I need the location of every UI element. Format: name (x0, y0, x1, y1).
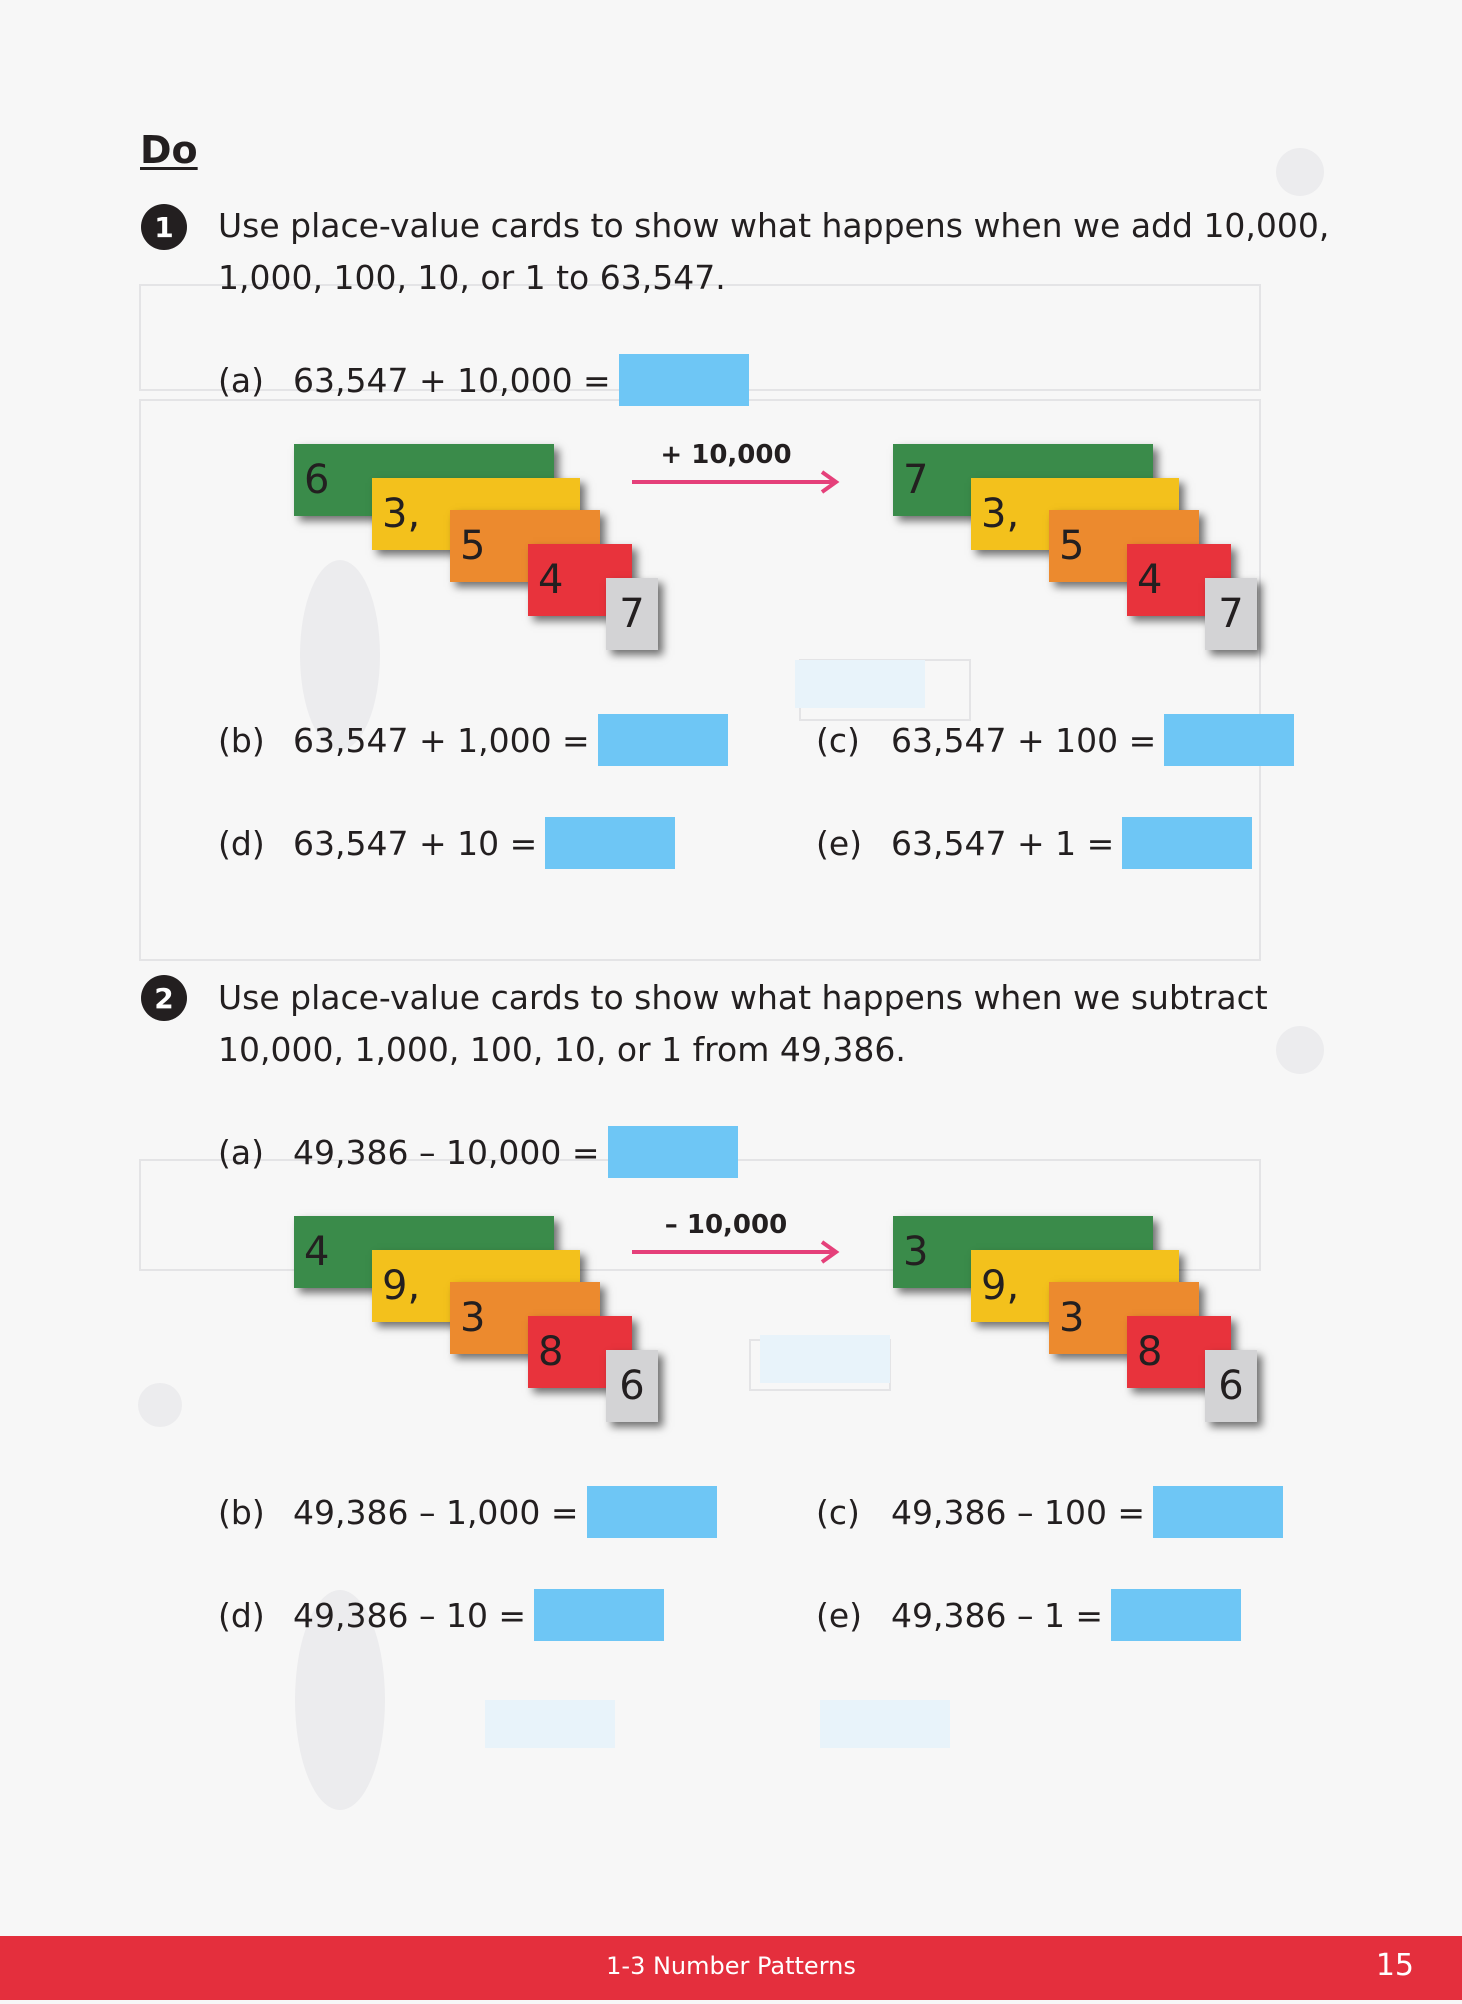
operation-label-subtract: – 10,000 (664, 1210, 788, 1240)
question-1-part-b: (b) 63,547 + 1,000 = (218, 714, 728, 766)
right-arrow-icon (632, 470, 840, 494)
question-1-part-a: (a) 63,547 + 10,000 = (218, 354, 749, 406)
part-expression: 63,547 + 10,000 = (293, 360, 611, 400)
answer-box-1a[interactable] (618, 354, 749, 406)
question-1-line-2: 1,000, 100, 10, or 1 to 63,547. (218, 258, 726, 297)
part-label: (d) (218, 1595, 265, 1635)
part-expression: 49,386 – 10,000 = (293, 1132, 600, 1172)
question-2-instructions: Use place-value cards to show what happe… (218, 972, 1348, 1076)
answer-box-2a[interactable] (607, 1126, 738, 1178)
question-1-number-badge: 1 (141, 204, 187, 250)
question-2-part-e: (e) 49,386 – 1 = (816, 1589, 1242, 1641)
answer-box-1e[interactable] (1122, 817, 1253, 869)
card-tens: 8 (1127, 1316, 1231, 1388)
question-1-instructions: Use place-value cards to show what happe… (218, 200, 1348, 304)
answer-box-1b[interactable] (597, 714, 728, 766)
question-2-part-c: (c) 49,386 – 100 = (816, 1486, 1284, 1538)
page-footer: 1-3 Number Patterns 15 (0, 1936, 1462, 2000)
right-arrow-icon (632, 1240, 840, 1264)
part-expression: 63,547 + 100 = (891, 720, 1157, 760)
part-label: (e) (816, 1595, 863, 1635)
part-label: (c) (816, 1492, 860, 1532)
part-expression: 49,386 – 1 = (891, 1595, 1104, 1635)
question-1-part-e: (e) 63,547 + 1 = (816, 817, 1253, 869)
page-number: 15 (1375, 1948, 1414, 1983)
part-label: (e) (816, 823, 863, 863)
part-label: (c) (816, 720, 860, 760)
footer-chapter-title: 1-3 Number Patterns (606, 1952, 856, 1980)
part-expression: 63,547 + 10 = (293, 823, 538, 863)
part-expression: 49,386 – 100 = (891, 1492, 1146, 1532)
answer-box-2c[interactable] (1153, 1486, 1284, 1538)
card-ones: 6 (606, 1350, 658, 1422)
answer-box-2b[interactable] (586, 1486, 717, 1538)
question-2-part-d: (d) 49,386 – 10 = (218, 1589, 665, 1641)
part-label: (b) (218, 1492, 265, 1532)
answer-box-2e[interactable] (1111, 1589, 1242, 1641)
card-ones: 7 (606, 578, 658, 650)
question-2-part-a: (a) 49,386 – 10,000 = (218, 1126, 738, 1178)
operation-label-add: + 10,000 (660, 440, 792, 470)
question-1-part-c: (c) 63,547 + 100 = (816, 714, 1295, 766)
question-2-line-1: Use place-value cards to show what happe… (218, 978, 1268, 1017)
card-ones: 6 (1205, 1350, 1257, 1422)
question-1-line-1: Use place-value cards to show what happe… (218, 206, 1330, 245)
part-label: (a) (218, 1132, 264, 1172)
card-ones: 7 (1205, 578, 1257, 650)
answer-box-1d[interactable] (545, 817, 676, 869)
question-1-part-d: (d) 63,547 + 10 = (218, 817, 676, 869)
part-expression: 63,547 + 1,000 = (293, 720, 590, 760)
part-label: (d) (218, 823, 265, 863)
answer-box-2d[interactable] (534, 1589, 665, 1641)
part-expression: 49,386 – 1,000 = (293, 1492, 579, 1532)
part-label: (b) (218, 720, 265, 760)
answer-box-1c[interactable] (1164, 714, 1295, 766)
do-heading: Do (140, 128, 198, 172)
part-expression: 63,547 + 1 = (891, 823, 1115, 863)
question-2-part-b: (b) 49,386 – 1,000 = (218, 1486, 717, 1538)
question-2-number-badge: 2 (141, 975, 187, 1021)
part-label: (a) (218, 360, 264, 400)
part-expression: 49,386 – 10 = (293, 1595, 527, 1635)
question-2-line-2: 10,000, 1,000, 100, 10, or 1 from 49,386… (218, 1030, 906, 1069)
